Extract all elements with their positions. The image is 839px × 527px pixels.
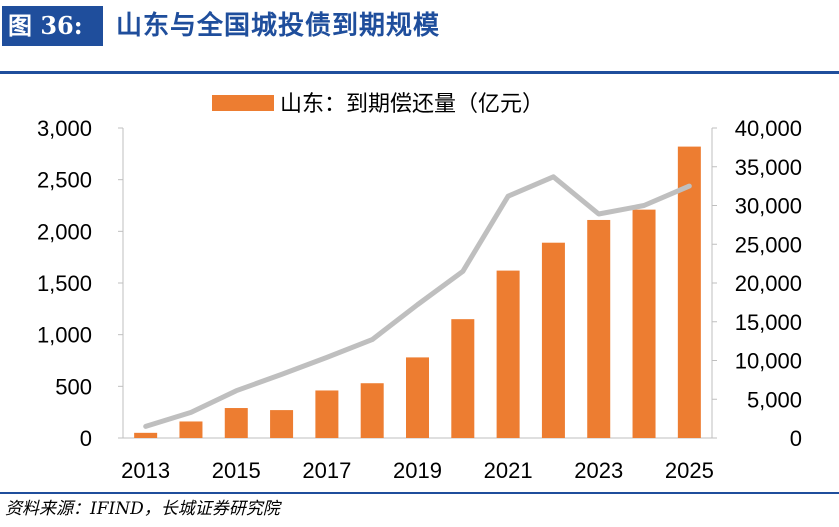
figure-title: 山东与全国城投债到期规模 [116,11,441,41]
right-axis-tick-label: 0 [790,426,802,451]
bar-2023 [587,219,611,438]
source-note: 资料来源：IFIND，长城证券研究院 [5,499,280,519]
bar-2022 [541,242,565,438]
bar-2013 [134,432,158,438]
bar-2015 [224,408,248,438]
left-axis-tick-label: 3,000 [37,116,92,141]
bar-2016 [270,410,294,438]
right-axis-tick-label: 15,000 [735,310,802,335]
bar-2019 [406,357,429,438]
line-series [143,174,692,429]
top-rule [0,71,839,74]
bar-2025 [677,146,701,438]
x-axis-tick-label: 2017 [302,458,351,483]
chart: 0 500 1,000 1,500 2,000 2,500 3,000 0 5,000 10,00… [37,91,802,483]
right-axis-tick-label: 35,000 [735,155,802,180]
right-axis-tick-label: 25,000 [735,232,802,257]
x-axis-tick-label: 2019 [393,458,442,483]
bar-2018 [360,383,384,438]
figure-header: 图 36: 山东与全国城投债到期规模 [0,0,839,56]
figure-number-badge: 图 36: [2,6,103,46]
bottom-rule [0,492,839,494]
bar-2014 [179,421,203,438]
bar-2020 [451,319,475,438]
bar-2024 [632,209,656,438]
bar-2021 [496,270,520,438]
right-axis-tick-label: 30,000 [735,194,802,219]
x-axis-tick-label: 2021 [484,458,533,483]
legend-label: 山东：到期偿还量（亿元） [280,91,544,116]
right-axis-tick-label: 5,000 [747,387,802,412]
x-axis-tick-label: 2025 [665,458,714,483]
left-axis-tick-label: 2,000 [37,219,92,244]
left-axis-tick-label: 500 [55,374,92,399]
x-axis-tick-label: 2015 [212,458,261,483]
x-axis-tick-label: 2013 [121,458,170,483]
left-axis-tick-label: 0 [80,426,92,451]
left-axis-tick-label: 1,000 [37,323,92,348]
left-axis-tick-label: 2,500 [37,168,92,193]
right-axis-tick-label: 20,000 [735,271,802,296]
right-axis-tick-label: 10,000 [735,349,802,374]
right-axis-tick-label: 40,000 [735,116,802,141]
left-axis-tick-label: 1,500 [37,271,92,296]
x-axis-tick-label: 2023 [574,458,623,483]
legend-swatch [212,95,274,111]
bar-2017 [315,390,339,438]
